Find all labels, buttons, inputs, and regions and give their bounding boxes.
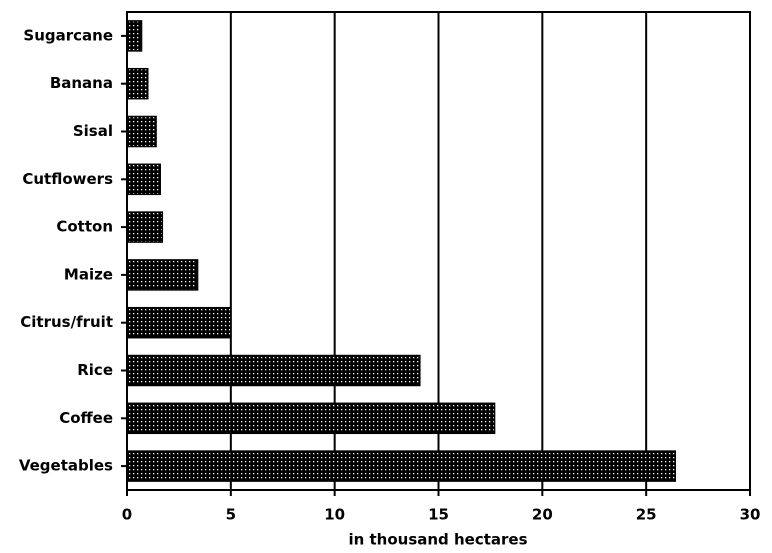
plot-frame — [126, 11, 751, 491]
y-tick-label: Maize — [64, 265, 113, 283]
bar — [126, 450, 676, 482]
bar — [126, 211, 164, 243]
x-tick-label: 5 — [226, 506, 236, 524]
x-tick-label: 15 — [428, 506, 449, 524]
y-tick-label: Cotton — [56, 218, 113, 236]
bar — [126, 115, 157, 148]
y-tick-label: Vegetables — [19, 457, 113, 475]
x-tick-label: 0 — [122, 506, 132, 524]
y-tick-label: Banana — [50, 74, 113, 92]
y-tick-label: Rice — [77, 361, 113, 379]
bar — [126, 259, 199, 291]
y-tick-label: Citrus/fruit — [20, 313, 113, 331]
bar — [126, 306, 232, 339]
x-tick-label: 25 — [636, 506, 657, 524]
bar — [126, 163, 161, 196]
y-tick-label: Coffee — [59, 409, 113, 427]
y-tick-label: Sugarcane — [23, 26, 113, 44]
bar — [126, 67, 149, 100]
x-axis-label: in thousand hectares — [348, 531, 527, 549]
bar — [126, 354, 421, 387]
y-tick-label: Sisal — [73, 122, 113, 140]
x-tick-label: 10 — [324, 506, 345, 524]
x-tick-label: 30 — [740, 506, 761, 524]
y-tick-label: Cutflowers — [22, 170, 113, 188]
bar — [126, 402, 496, 435]
bar — [126, 20, 143, 52]
x-tick-label: 20 — [532, 506, 553, 524]
